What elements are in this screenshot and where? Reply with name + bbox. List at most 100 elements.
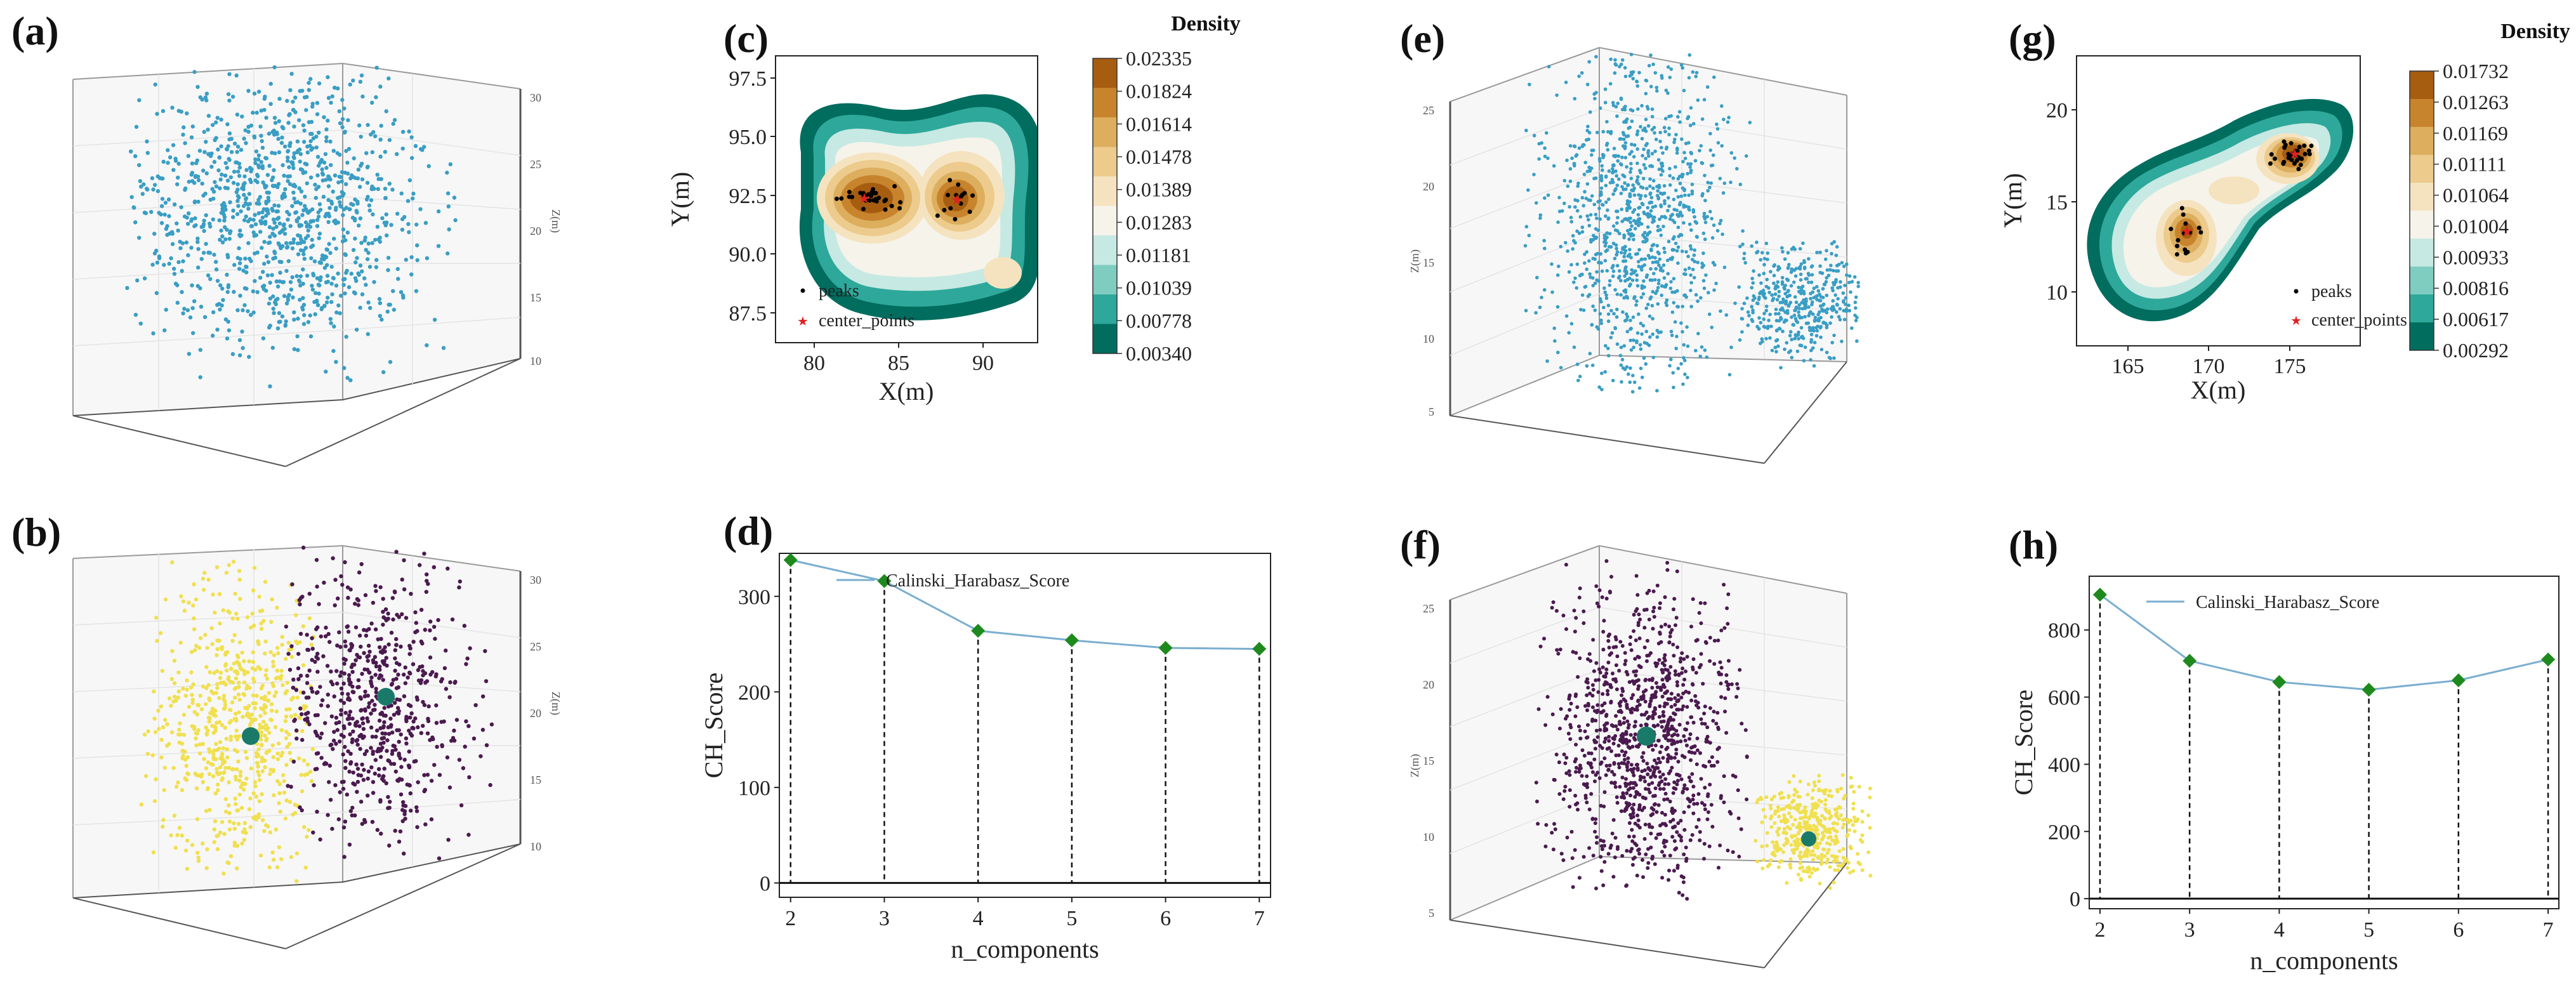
scatter-point — [1641, 858, 1644, 862]
scatter-point — [1636, 848, 1641, 852]
scatter-point — [1623, 279, 1627, 283]
scatter-point — [1672, 780, 1677, 784]
scatter-point — [235, 866, 239, 871]
scatter-point — [220, 754, 224, 759]
scatter-point — [366, 793, 370, 798]
z-axis-label: Z(m) — [549, 692, 562, 715]
scatter-point — [1815, 298, 1819, 301]
scatter-point — [403, 681, 407, 685]
scatter-point — [364, 282, 368, 287]
scatter-point — [1615, 253, 1618, 257]
scatter-point — [1658, 606, 1662, 610]
scatter-point — [292, 347, 296, 352]
scatter-point — [1563, 784, 1568, 789]
scatter-point — [1568, 693, 1572, 697]
scatter-point — [1646, 860, 1651, 865]
scatter-point — [393, 668, 397, 673]
scatter-point — [331, 738, 336, 743]
scatter-point — [1627, 739, 1632, 743]
scatter-point — [1683, 156, 1688, 161]
scatter-point — [265, 209, 269, 213]
scatter-point — [1674, 241, 1678, 246]
scatter-point — [305, 647, 310, 652]
scatter-point — [1607, 739, 1611, 743]
scatter-point — [1670, 809, 1674, 814]
scatter-point — [1653, 774, 1658, 779]
scatter-point — [137, 98, 142, 103]
scatter-point — [310, 131, 314, 136]
scatter-point — [1609, 57, 1613, 62]
scatter-point — [225, 166, 229, 170]
scatter-point — [1797, 286, 1800, 289]
scatter-point — [142, 276, 147, 280]
scatter-point — [333, 86, 337, 90]
scatter-point — [1538, 305, 1542, 310]
scatter-point — [338, 645, 343, 649]
scatter-point — [409, 272, 414, 277]
scatter-point — [249, 720, 253, 725]
scatter-point — [230, 700, 235, 705]
scatter-point — [1557, 195, 1561, 200]
scatter-point — [218, 177, 223, 182]
scatter-point — [292, 310, 296, 315]
scatter-point — [1697, 610, 1701, 615]
scatter-point — [1602, 619, 1606, 623]
scatter-point — [1724, 673, 1729, 677]
scatter-point — [288, 224, 293, 228]
scatter-point — [1794, 267, 1798, 271]
scatter-point — [158, 631, 163, 635]
scatter-point — [274, 676, 279, 681]
scatter-point — [253, 780, 258, 784]
scatter-point — [400, 577, 404, 582]
scatter-point — [1736, 788, 1740, 793]
scatter-point — [176, 780, 180, 785]
scatter-point — [1643, 230, 1647, 235]
scatter-point — [1599, 838, 1603, 843]
scatter-point — [1660, 164, 1664, 168]
scatter-point — [1623, 66, 1627, 70]
scatter-point — [378, 301, 383, 305]
scatter-point — [1699, 717, 1703, 722]
scatter-point — [1652, 605, 1656, 610]
scatter-point — [1722, 181, 1727, 185]
scatter-point — [258, 195, 263, 199]
scatter-point — [406, 221, 411, 227]
scatter-point — [139, 184, 143, 189]
scatter-point — [308, 313, 312, 318]
scatter-point — [1623, 119, 1628, 123]
scatter-point — [381, 609, 385, 614]
scatter-point — [353, 276, 358, 280]
scatter-point — [155, 112, 159, 116]
scatter-point — [317, 81, 322, 86]
scatter-point — [172, 659, 177, 663]
scatter-point — [1660, 725, 1664, 729]
scatter-point — [1603, 259, 1608, 263]
scatter-point — [360, 716, 364, 721]
scatter-point — [415, 258, 419, 263]
scatter-point — [1658, 750, 1662, 755]
scatter-point — [375, 225, 380, 229]
scatter-point — [1695, 736, 1700, 741]
scatter-point — [1687, 141, 1691, 145]
scatter-point — [225, 272, 229, 277]
scatter-point — [1643, 779, 1647, 784]
scatter-point — [1602, 843, 1606, 848]
scatter-point — [1842, 264, 1846, 268]
scatter-point — [1685, 743, 1689, 748]
scatter-point — [244, 756, 249, 760]
scatter-point — [308, 143, 312, 148]
scatter-point — [1606, 208, 1609, 213]
scatter-point — [341, 682, 346, 686]
scatter-point — [1614, 637, 1618, 642]
scatter-point — [423, 628, 427, 632]
scatter-point — [213, 610, 217, 615]
scatter-point — [218, 186, 222, 190]
scatter-point — [1799, 262, 1804, 266]
scatter-point — [1682, 187, 1686, 192]
scatter-point — [324, 211, 329, 216]
scatter-point — [1577, 876, 1582, 880]
scatter-point — [258, 737, 263, 742]
scatter-point — [1622, 716, 1627, 720]
scatter-point — [414, 805, 419, 810]
scatter-point — [217, 592, 222, 597]
